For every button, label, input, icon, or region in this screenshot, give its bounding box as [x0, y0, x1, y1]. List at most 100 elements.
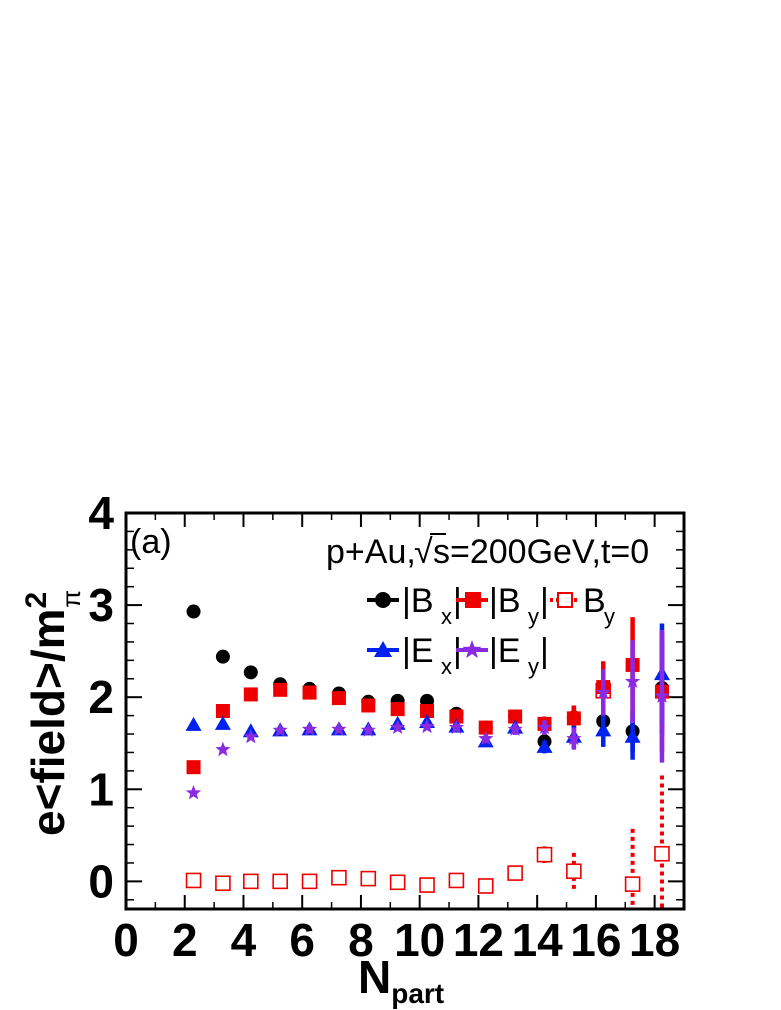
point-By — [301, 873, 318, 890]
point-Bx_abs — [215, 649, 230, 664]
point-By_abs — [273, 682, 288, 697]
point-By — [536, 846, 553, 863]
legend-tail-by-abs: | — [540, 582, 549, 620]
point-By — [624, 876, 641, 892]
energy-annotation: s=200GeV,t=0 — [433, 533, 649, 571]
y-tick-label: 1 — [88, 763, 114, 815]
data-series — [185, 604, 670, 909]
sqrt-symbol: √ — [414, 533, 433, 571]
series-Ey_abs — [185, 629, 670, 800]
point-By — [389, 874, 406, 891]
point-By — [419, 877, 435, 893]
point-By — [448, 872, 465, 889]
legend-marker-bx-abs — [375, 592, 391, 608]
x-axis-label-main: N — [358, 951, 391, 1003]
point-Ey_abs — [507, 721, 523, 736]
legend: |B x | |B y | B y |E x | |E y | — [367, 582, 615, 679]
point-By_abs — [566, 711, 581, 726]
legend-label-bx-abs: |B — [402, 582, 434, 620]
point-By — [272, 873, 288, 890]
y-axis-label-sup: 2 — [20, 592, 53, 609]
point-Ey_abs — [536, 719, 553, 734]
point-By_abs — [302, 685, 317, 700]
point-Ey_abs — [478, 730, 494, 746]
legend-sub-by-abs: y — [528, 604, 539, 629]
point-By — [654, 845, 670, 862]
y-axis-label: e<field>/m2 π — [20, 590, 86, 836]
point-Ey_abs — [625, 673, 641, 688]
point-By_abs — [478, 720, 493, 735]
legend-label-ey-abs: |E — [489, 632, 521, 670]
point-Ey_abs — [185, 785, 202, 800]
legend-sub-ex-abs: x — [441, 654, 452, 679]
x-tick-label: 16 — [570, 914, 621, 966]
legend-sub-bx-abs: x — [441, 604, 452, 629]
point-Ey_abs — [595, 684, 611, 700]
x-tick-label: 18 — [629, 914, 680, 966]
x-axis-label-sub: part — [391, 978, 444, 1009]
point-Ey_abs — [390, 719, 406, 734]
point-By — [477, 878, 494, 894]
x-tick-label: 0 — [113, 914, 139, 966]
point-Ex_abs — [595, 722, 612, 737]
y-tick-label: 4 — [88, 487, 114, 539]
point-By_abs — [331, 691, 346, 706]
point-By_abs — [390, 702, 405, 717]
legend-marker-ey-abs — [462, 640, 482, 659]
point-By_abs — [508, 709, 523, 724]
point-Bx_abs — [243, 665, 258, 680]
point-By — [360, 870, 377, 887]
point-By_abs — [186, 760, 201, 775]
point-Ey_abs — [419, 718, 435, 734]
y-axis-label-sub: π — [56, 590, 86, 608]
point-Ex_abs — [536, 738, 553, 753]
plot-frame — [124, 511, 686, 911]
x-tick-label: 12 — [453, 914, 504, 966]
point-Ey_abs — [215, 741, 231, 757]
x-tick-labels: 0 2 4 6 8 10 12 14 16 18 — [113, 914, 680, 966]
point-Ey_abs — [331, 721, 347, 736]
point-Ex_abs — [214, 715, 231, 730]
y-tick-label: 2 — [88, 671, 114, 723]
point-By — [215, 875, 231, 892]
point-Ey_abs — [566, 730, 582, 746]
y-tick-labels: 0 1 2 3 4 — [88, 487, 114, 907]
point-By_abs — [420, 704, 435, 718]
legend-marker-ex-abs — [374, 641, 392, 657]
legend-sub-by: y — [604, 604, 615, 629]
x-tick-label: 6 — [289, 914, 315, 966]
legend-label-ex-abs: |E — [402, 632, 434, 670]
point-By_abs — [243, 687, 258, 702]
point-Ey_abs — [448, 719, 464, 734]
legend-sub-ey-abs: y — [528, 654, 539, 679]
x-tick-label: 10 — [394, 914, 445, 966]
x-tick-label: 2 — [172, 914, 198, 966]
point-By — [507, 865, 523, 881]
tick-marks — [125, 512, 684, 909]
legend-label-by-abs: |B — [489, 582, 521, 620]
point-By_abs — [215, 704, 230, 718]
x-tick-label: 8 — [348, 914, 374, 966]
point-Ey_abs — [243, 728, 259, 744]
y-axis-label-main: e<field>/m — [22, 608, 74, 836]
panel-label: (a) — [130, 523, 172, 561]
point-Ey_abs — [360, 722, 376, 737]
x-tick-label: 4 — [231, 914, 257, 966]
point-Ey_abs — [654, 688, 670, 703]
point-Ex_abs — [185, 716, 202, 731]
y-tick-label: 0 — [88, 855, 114, 907]
point-By_abs — [361, 698, 376, 713]
point-By — [566, 863, 582, 880]
point-By — [331, 869, 347, 886]
point-By_abs — [449, 709, 464, 724]
legend-tail-ey-abs: | — [540, 632, 549, 670]
point-Ey_abs — [272, 722, 288, 737]
point-Bx_abs — [186, 604, 201, 619]
legend-marker-by — [557, 592, 573, 608]
point-By — [185, 872, 202, 889]
y-tick-label: 3 — [88, 579, 114, 631]
collision-annotation: p+Au, — [326, 533, 416, 571]
x-axis-label: Npart — [358, 951, 444, 1009]
point-Ex_abs — [624, 728, 641, 743]
